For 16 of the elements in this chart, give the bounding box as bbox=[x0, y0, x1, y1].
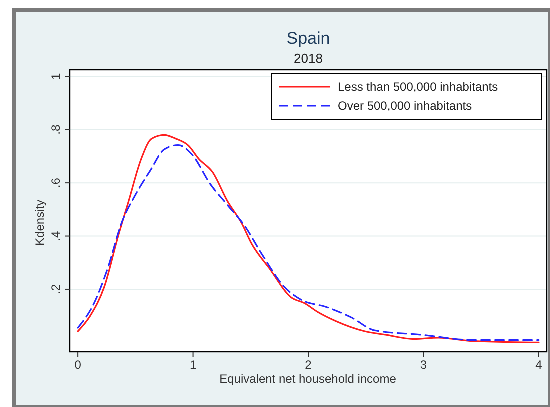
y-tick-label: 1 bbox=[49, 72, 63, 80]
chart-title: Spain bbox=[286, 29, 330, 48]
x-axis-title: Equivalent net household income bbox=[220, 372, 397, 386]
x-tick-label: 4 bbox=[536, 358, 543, 372]
x-tick-label: 1 bbox=[190, 358, 197, 372]
y-tick-label: .4 bbox=[49, 230, 63, 242]
y-tick-label: .6 bbox=[49, 178, 63, 188]
legend-label: Less than 500,000 inhabitants bbox=[338, 80, 498, 94]
y-tick-label: .8 bbox=[49, 124, 63, 135]
x-tick-label: 0 bbox=[74, 358, 82, 372]
legend-label: Over 500,000 inhabitants bbox=[338, 99, 472, 113]
x-tick-label: 3 bbox=[420, 358, 428, 372]
y-tick-label: .2 bbox=[49, 284, 63, 294]
chart-subtitle: 2018 bbox=[294, 51, 323, 66]
x-tick-label: 2 bbox=[305, 358, 312, 372]
y-axis-title: Kdensity bbox=[33, 200, 47, 246]
